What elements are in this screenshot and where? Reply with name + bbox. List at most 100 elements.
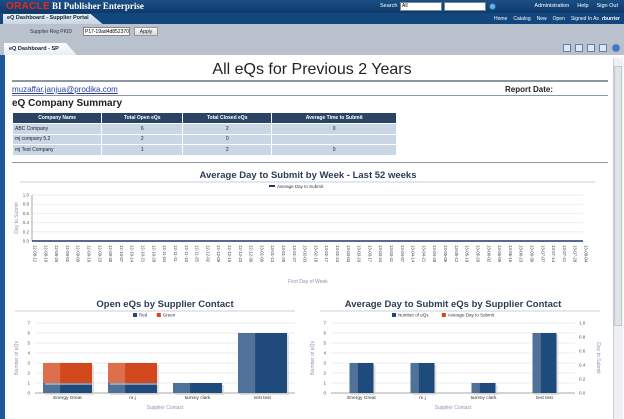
x-tick-label: 12-10-21 <box>141 245 146 263</box>
x-tick-label: 12-09-30 <box>108 245 113 263</box>
new-menu[interactable]: New <box>536 15 547 22</box>
nav-bar <box>0 13 624 24</box>
avg-day-bar-chart: Average Day to Submit eQs by Supplier Co… <box>310 299 601 411</box>
cell: ABC Company <box>11 123 103 135</box>
column-header[interactable]: Company Name <box>11 112 103 124</box>
sign-out-link[interactable]: Sign Out <box>596 3 618 9</box>
x-tick-label: 13-01-20 <box>281 245 286 263</box>
x-tick-label: 13-07-07 <box>540 245 545 263</box>
options-icon[interactable] <box>599 44 607 52</box>
bar <box>43 383 92 393</box>
cell: 0 <box>182 133 273 145</box>
bar-highlight <box>108 383 126 393</box>
x-tick-label: 13-06-09 <box>497 245 502 263</box>
print-icon[interactable] <box>575 44 583 52</box>
email-link[interactable]: muzaffar.janjua@prodika.com <box>12 85 118 94</box>
x-tick-label: 13-03-31 <box>389 245 394 263</box>
bar-highlight <box>43 363 61 383</box>
cell <box>271 133 397 145</box>
search-input[interactable] <box>444 2 486 11</box>
x-tick-label: 13-05-19 <box>465 245 470 263</box>
x-tick-label: 13-04-07 <box>400 245 405 263</box>
cell: 2 <box>101 133 184 145</box>
x-tick-label: 13-03-17 <box>367 245 372 263</box>
cell: mj Test Company <box>11 144 103 156</box>
x-tick-label: 13-07-14 <box>551 245 556 263</box>
legend-swatch <box>156 313 161 317</box>
refresh-icon[interactable] <box>563 44 571 52</box>
y2-tick-label: 0.6 <box>579 349 586 354</box>
table-row: mj Test Company 1 2 0 <box>11 144 397 156</box>
table-header-row: Company Name Total Open eQs Total Closed… <box>11 112 397 124</box>
bar <box>108 363 157 383</box>
x-tick-label: 12-12-23 <box>238 245 243 263</box>
x-tick-label: 12-11-04 <box>162 245 167 262</box>
x-tick-label: 12-08-19 <box>43 245 48 263</box>
x-axis-label: First Day of Week <box>288 279 328 285</box>
catalog-link[interactable]: Catalog <box>513 15 531 22</box>
x-tick-label: 13-06-02 <box>486 245 491 263</box>
y2-tick-label: 1.0 <box>579 321 586 326</box>
scrollbar-thumb[interactable] <box>614 66 622 326</box>
y2-axis-label: Day to Submit <box>595 342 601 374</box>
x-tick-label: 13-02-10 <box>313 245 318 263</box>
x-tick-label: 13-03-24 <box>378 245 383 263</box>
y-tick-label: 0.8 <box>23 202 30 207</box>
signed-in-label: Signed In As <box>570 15 599 22</box>
x-tick-label: 12-11-18 <box>184 245 189 262</box>
y2-tick-label: 0.4 <box>579 363 586 368</box>
y-tick-label: 4 <box>27 351 30 356</box>
oracle-logo: ORACLE <box>6 1 51 12</box>
open-menu[interactable]: Open <box>552 15 565 22</box>
bar <box>410 363 435 393</box>
x-tick-label: 13-05-26 <box>475 245 480 263</box>
bar <box>173 383 222 393</box>
y-axis-label: Day to Submit <box>14 202 20 234</box>
supplier-pkid-input[interactable]: P17-19ad4d852370 <box>83 27 130 36</box>
x-tick-label: m j <box>129 395 135 401</box>
report-date-label: Report Date: <box>505 85 554 94</box>
x-tick-label: 12-12-30 <box>249 245 254 263</box>
search-go-icon[interactable] <box>489 3 496 10</box>
x-tick-label: 13-04-21 <box>421 245 426 263</box>
y-axis-label: Number of eQs <box>14 341 20 375</box>
apply-button[interactable]: Apply <box>134 27 158 36</box>
tab-eq-dashboard-sp[interactable]: eQ Dashboard - SP <box>4 43 77 55</box>
user-menu[interactable]: rburrier <box>601 15 620 22</box>
x-tick-label: 13-07-21 <box>562 245 567 263</box>
bar <box>43 363 92 383</box>
tab-eq-dashboard-supplier-portal[interactable]: eQ Dashboard - Supplier Portal <box>3 14 103 24</box>
cell: 2 <box>182 144 273 156</box>
x-tick-label: 13-05-12 <box>454 245 459 263</box>
y-tick-label: 1.0 <box>23 193 30 198</box>
x-tick-label: 13-01-27 <box>292 245 297 263</box>
home-link[interactable]: Home <box>494 15 508 22</box>
export-icon[interactable] <box>587 44 595 52</box>
column-header[interactable]: Total Closed eQs <box>182 112 273 124</box>
help-icon[interactable] <box>612 44 620 52</box>
legend-label: Number of eQs <box>398 313 429 318</box>
bar-highlight <box>532 333 541 393</box>
bar-highlight <box>173 383 191 393</box>
cell: 0 <box>271 123 397 135</box>
x-tick-label: 13-06-16 <box>508 245 513 263</box>
divider <box>12 95 608 96</box>
legend-label: Average Day to Submit <box>448 313 495 318</box>
y-tick-label: 1 <box>323 381 326 386</box>
column-header[interactable]: Total Open eQs <box>101 112 184 124</box>
bar-highlight <box>410 363 419 393</box>
x-tick-label: 12-09-23 <box>97 245 102 263</box>
cell: 6 <box>101 123 184 135</box>
x-tick-label: 12-12-02 <box>205 245 210 263</box>
x-axis-label: Supplier Contact <box>147 405 185 411</box>
search-scope-select[interactable]: All <box>400 2 442 11</box>
column-header[interactable]: Average Time to Submit <box>271 112 397 124</box>
x-tick-label: 12-12-16 <box>227 245 232 263</box>
x-tick-label: test test <box>254 395 271 401</box>
help-menu[interactable]: Help <box>577 3 589 9</box>
bar <box>108 383 157 393</box>
x-tick-label: 13-03-03 <box>346 245 351 263</box>
weekly-line-chart: Average Day to Submit by Week - Last 52 … <box>14 170 595 285</box>
administration-link[interactable]: Administration <box>534 3 570 9</box>
nav-links: Home Catalog New Open Signed In As rburr… <box>494 16 620 22</box>
